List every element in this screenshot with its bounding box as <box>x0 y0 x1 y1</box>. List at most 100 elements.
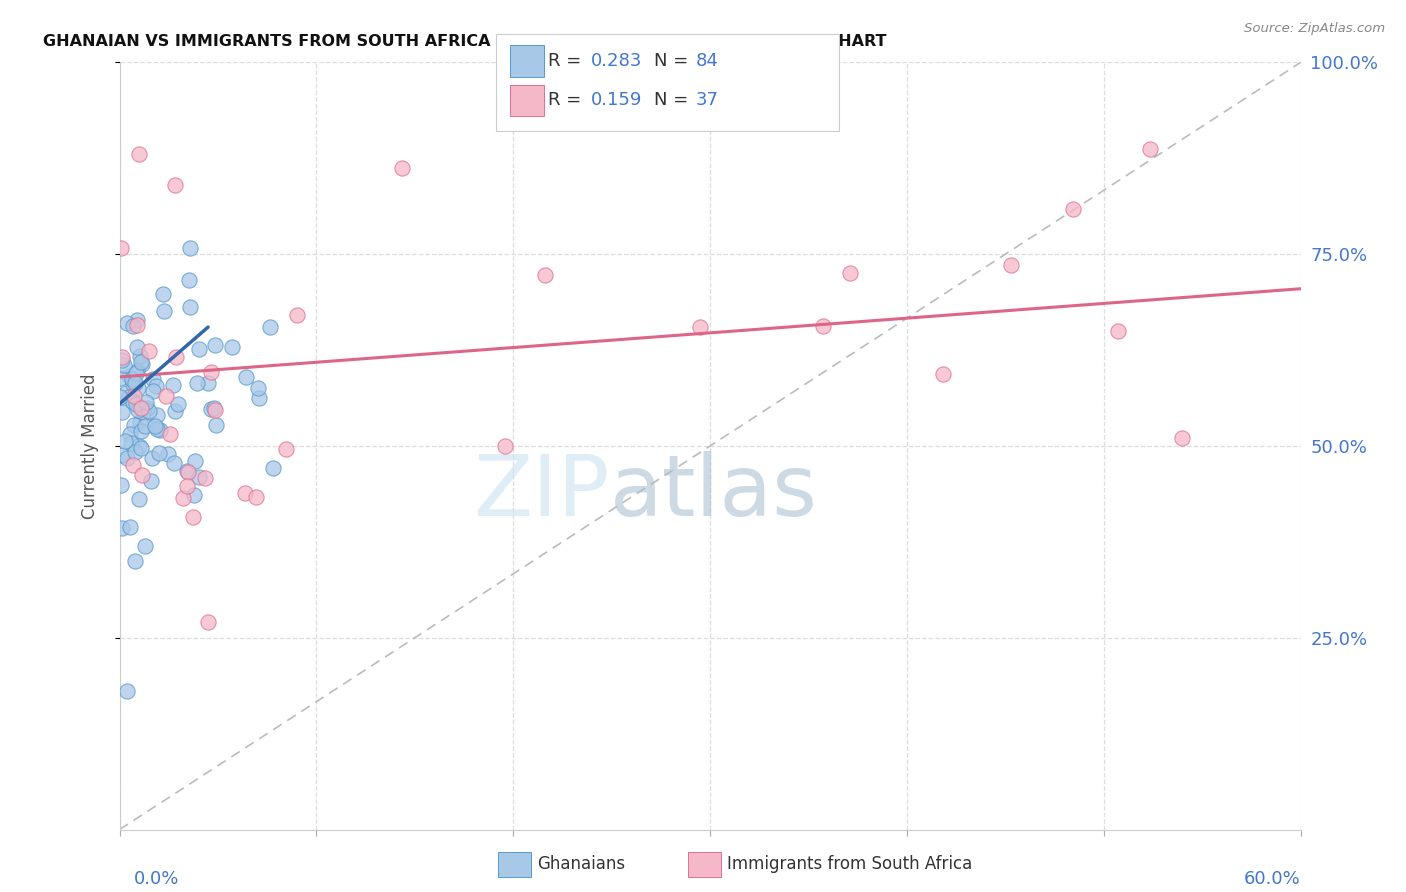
Text: ZIP: ZIP <box>474 450 610 533</box>
Text: R =: R = <box>548 91 588 109</box>
Point <box>194 470 217 484</box>
Point <box>110 478 132 492</box>
Point <box>176 479 198 493</box>
Point <box>114 434 136 449</box>
Point <box>495 439 517 453</box>
Point <box>127 381 149 395</box>
Point <box>205 418 228 433</box>
Point <box>204 402 226 417</box>
Text: R =: R = <box>548 52 588 70</box>
Point <box>132 405 155 419</box>
Point <box>176 464 198 478</box>
Point <box>122 389 145 403</box>
Point <box>262 461 284 475</box>
Point <box>813 318 835 333</box>
Point <box>179 300 201 314</box>
Point <box>1000 258 1022 272</box>
Point <box>118 426 141 441</box>
Point <box>197 376 219 391</box>
Text: 0.283: 0.283 <box>591 52 643 70</box>
Point <box>118 390 141 404</box>
Point <box>138 343 160 358</box>
Point <box>111 352 134 367</box>
Point <box>131 424 153 438</box>
Point <box>112 358 135 372</box>
Point <box>186 376 208 390</box>
Point <box>129 415 152 429</box>
Point <box>202 401 225 415</box>
Point <box>129 401 152 416</box>
Text: Ghanaians: Ghanaians <box>537 855 626 873</box>
Point <box>127 403 149 417</box>
Point <box>121 372 143 386</box>
Point <box>110 371 132 385</box>
Text: 0.0%: 0.0% <box>134 870 179 888</box>
Point <box>131 468 153 483</box>
Point <box>139 474 162 488</box>
Point <box>124 554 146 568</box>
Point <box>183 488 205 502</box>
Point <box>128 147 150 161</box>
Point <box>172 491 194 506</box>
Point <box>115 450 138 465</box>
Point <box>135 395 157 409</box>
Point <box>1171 431 1194 445</box>
Text: 84: 84 <box>696 52 718 70</box>
Point <box>932 368 955 382</box>
Point <box>163 404 186 418</box>
Text: 37: 37 <box>696 91 718 109</box>
Point <box>259 319 281 334</box>
Point <box>122 418 145 433</box>
Point <box>689 320 711 334</box>
Text: N =: N = <box>654 91 693 109</box>
Point <box>120 520 142 534</box>
Point <box>247 381 270 395</box>
Point <box>128 492 150 507</box>
Point <box>118 368 141 383</box>
Point <box>134 419 156 434</box>
Point <box>146 409 169 423</box>
Point <box>1062 202 1084 216</box>
Point <box>155 389 177 403</box>
Point <box>274 442 297 456</box>
Point <box>200 365 222 379</box>
Point <box>197 615 219 630</box>
Point <box>153 304 176 318</box>
Point <box>159 426 181 441</box>
Text: Source: ZipAtlas.com: Source: ZipAtlas.com <box>1244 22 1385 36</box>
Point <box>149 423 172 437</box>
Point <box>181 510 204 524</box>
Point <box>125 318 148 332</box>
Point <box>204 338 226 352</box>
Point <box>115 316 138 330</box>
Point <box>167 397 190 411</box>
Point <box>111 405 134 419</box>
Point <box>124 376 146 390</box>
Point <box>235 370 257 384</box>
Point <box>124 445 146 459</box>
Point <box>163 178 186 193</box>
Point <box>110 448 132 462</box>
Point <box>141 450 163 465</box>
Point <box>187 343 209 357</box>
Point <box>1107 324 1129 338</box>
Point <box>165 350 187 364</box>
Point <box>115 385 138 400</box>
Point <box>131 355 153 369</box>
Point <box>127 364 149 378</box>
Point <box>145 378 167 392</box>
Point <box>152 287 174 301</box>
Text: 60.0%: 60.0% <box>1244 870 1301 888</box>
Point <box>391 161 413 176</box>
Point <box>177 465 200 479</box>
Text: N =: N = <box>654 52 693 70</box>
Point <box>117 684 139 698</box>
Point <box>111 350 134 364</box>
Point <box>134 539 156 553</box>
Point <box>131 441 153 455</box>
Point <box>138 404 160 418</box>
Point <box>179 273 201 287</box>
Point <box>534 268 557 282</box>
Point <box>125 313 148 327</box>
Point <box>142 384 165 399</box>
